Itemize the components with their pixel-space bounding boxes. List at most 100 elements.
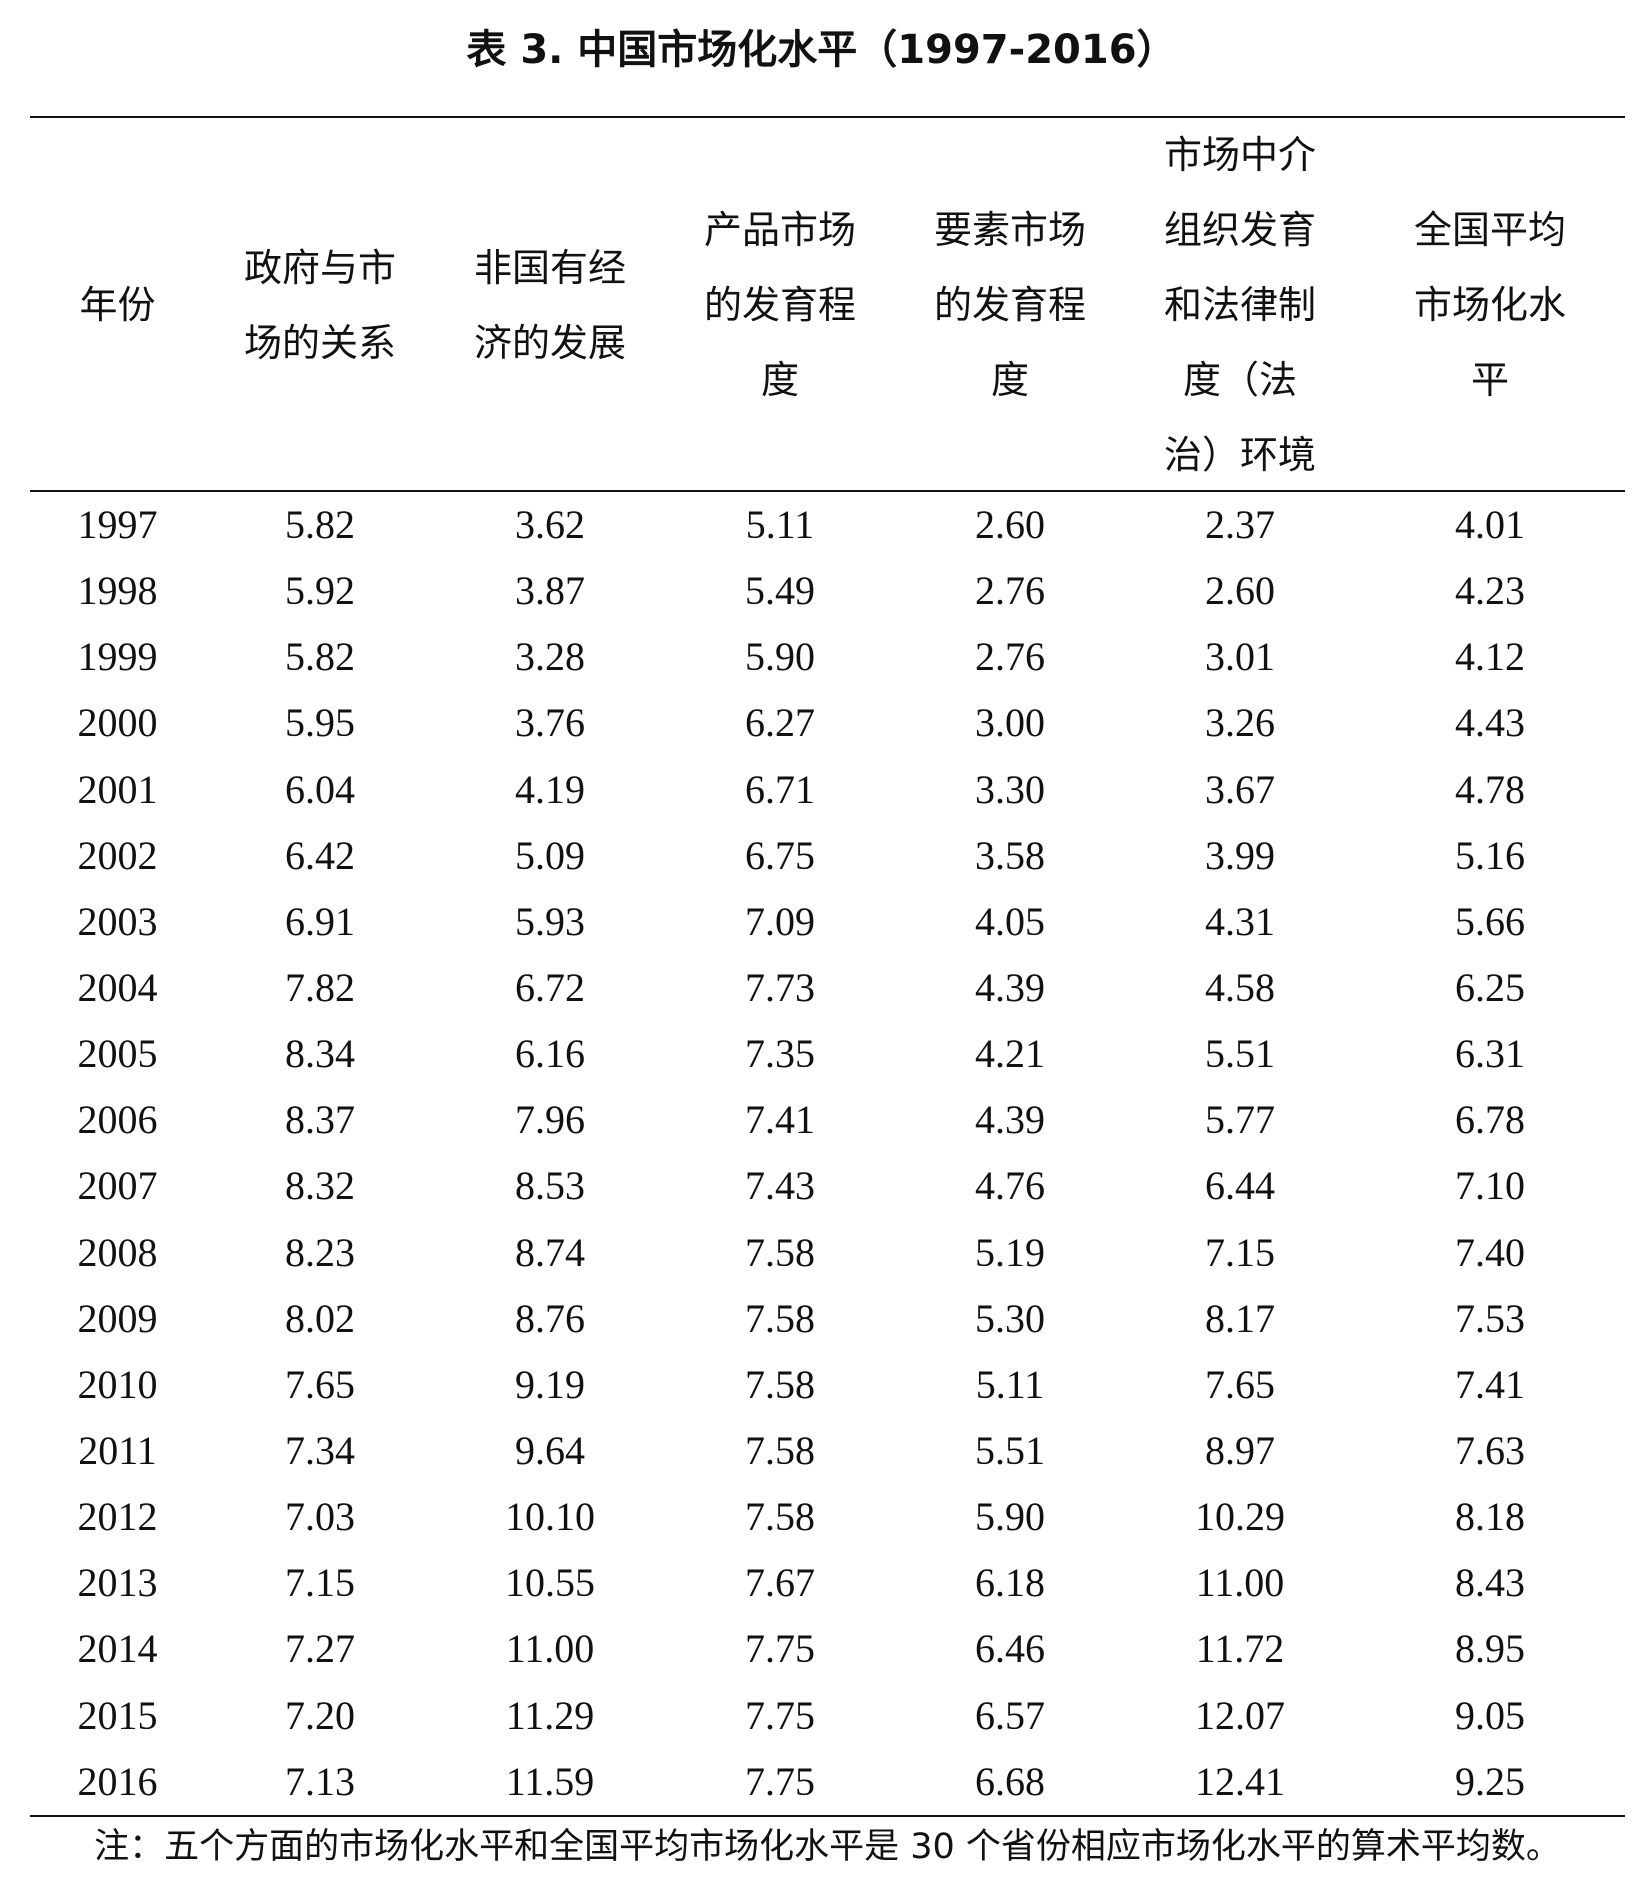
table-row: 2008 8.23 8.74 7.58 5.19 7.15 7.40 (30, 1220, 1625, 1286)
cell-national-average: 7.53 (1455, 1295, 1525, 1341)
cell-government-market: 8.23 (285, 1229, 355, 1275)
cell-factor-market: 3.58 (975, 832, 1045, 878)
cell-government-market: 8.34 (285, 1031, 355, 1077)
table-row: 2001 6.04 4.19 6.71 3.30 3.67 4.78 (30, 757, 1625, 823)
cell-intermediary-legal: 2.37 (1205, 502, 1275, 548)
cell-year: 2000 (77, 700, 158, 746)
cell-factor-market: 2.76 (975, 634, 1045, 680)
table-row: 1997 5.82 3.62 5.11 2.60 2.37 4.01 (30, 492, 1625, 558)
cell-government-market: 7.34 (285, 1428, 355, 1474)
cell-intermediary-legal: 6.44 (1205, 1163, 1275, 1209)
cell-factor-market: 5.90 (975, 1494, 1045, 1540)
cell-factor-market: 3.00 (975, 700, 1045, 746)
header-cell-factor-market: 要素市场 的发育程 度 (933, 208, 1086, 402)
cell-non-state-economy: 8.76 (515, 1295, 585, 1341)
cell-non-state-economy: 3.28 (515, 634, 585, 680)
cell-factor-market: 4.21 (975, 1031, 1045, 1077)
cell-product-market: 7.58 (745, 1494, 815, 1540)
header-rule (30, 490, 1625, 492)
cell-national-average: 8.18 (1455, 1494, 1525, 1540)
cell-government-market: 7.82 (285, 965, 355, 1011)
cell-intermediary-legal: 12.07 (1195, 1692, 1285, 1738)
cell-national-average: 6.25 (1455, 965, 1525, 1011)
cell-national-average: 8.43 (1455, 1560, 1525, 1606)
cell-non-state-economy: 11.29 (505, 1692, 595, 1738)
cell-factor-market: 5.11 (975, 1361, 1045, 1407)
cell-intermediary-legal: 11.72 (1195, 1626, 1285, 1672)
table-row: 2014 7.27 11.00 7.75 6.46 11.72 8.95 (30, 1616, 1625, 1682)
cell-factor-market: 4.05 (975, 898, 1045, 944)
cell-intermediary-legal: 12.41 (1195, 1758, 1285, 1804)
cell-government-market: 7.13 (285, 1758, 355, 1804)
cell-national-average: 8.95 (1455, 1626, 1525, 1672)
cell-intermediary-legal: 2.60 (1205, 568, 1275, 614)
cell-factor-market: 5.19 (975, 1229, 1045, 1275)
cell-year: 2005 (77, 1031, 158, 1077)
cell-national-average: 4.01 (1455, 502, 1525, 548)
cell-intermediary-legal: 4.58 (1205, 965, 1275, 1011)
cell-government-market: 6.42 (285, 832, 355, 878)
cell-non-state-economy: 4.19 (515, 766, 585, 812)
cell-national-average: 9.05 (1455, 1692, 1525, 1738)
cell-intermediary-legal: 3.67 (1205, 766, 1275, 812)
cell-non-state-economy: 9.19 (515, 1361, 585, 1407)
table-row: 2011 7.34 9.64 7.58 5.51 8.97 7.63 (30, 1418, 1625, 1484)
cell-factor-market: 4.76 (975, 1163, 1045, 1209)
header-cell-government-market: 政府与市 场的关系 (243, 245, 396, 365)
cell-non-state-economy: 7.96 (515, 1097, 585, 1143)
cell-non-state-economy: 3.87 (515, 568, 585, 614)
cell-government-market: 7.03 (285, 1494, 355, 1540)
cell-government-market: 5.95 (285, 700, 355, 746)
header-cell-product-market: 产品市场 的发育程 度 (703, 208, 856, 402)
table-row: 2006 8.37 7.96 7.41 4.39 5.77 6.78 (30, 1087, 1625, 1153)
cell-national-average: 7.41 (1455, 1361, 1525, 1407)
cell-factor-market: 4.39 (975, 1097, 1045, 1143)
cell-intermediary-legal: 7.65 (1205, 1361, 1275, 1407)
cell-national-average: 4.78 (1455, 766, 1525, 812)
table-row: 2012 7.03 10.10 7.58 5.90 10.29 8.18 (30, 1484, 1625, 1550)
cell-year: 1998 (77, 568, 158, 614)
cell-non-state-economy: 8.74 (515, 1229, 585, 1275)
cell-intermediary-legal: 11.00 (1195, 1560, 1285, 1606)
cell-government-market: 5.82 (285, 502, 355, 548)
cell-intermediary-legal: 5.51 (1205, 1031, 1275, 1077)
cell-non-state-economy: 6.16 (515, 1031, 585, 1077)
cell-national-average: 7.40 (1455, 1229, 1525, 1275)
cell-product-market: 7.09 (745, 898, 815, 944)
cell-product-market: 7.58 (745, 1361, 815, 1407)
table-row: 2016 7.13 11.59 7.75 6.68 12.41 9.25 (30, 1749, 1625, 1815)
cell-year: 2009 (77, 1295, 158, 1341)
table-row: 2009 8.02 8.76 7.58 5.30 8.17 7.53 (30, 1286, 1625, 1352)
cell-factor-market: 5.30 (975, 1295, 1045, 1341)
cell-national-average: 5.16 (1455, 832, 1525, 878)
cell-product-market: 7.58 (745, 1295, 815, 1341)
cell-year: 1997 (77, 502, 158, 548)
cell-intermediary-legal: 4.31 (1205, 898, 1275, 944)
cell-government-market: 7.20 (285, 1692, 355, 1738)
cell-factor-market: 6.57 (975, 1692, 1045, 1738)
cell-product-market: 7.75 (745, 1758, 815, 1804)
cell-non-state-economy: 3.76 (515, 700, 585, 746)
cell-year: 2003 (77, 898, 158, 944)
cell-non-state-economy: 9.64 (515, 1428, 585, 1474)
cell-year: 2002 (77, 832, 158, 878)
bottom-rule (30, 1815, 1625, 1817)
cell-national-average: 6.78 (1455, 1097, 1525, 1143)
table-header: 年份 政府与市 场的关系 非国有经 济的发展 产品市场 的发育程 度 要素市场 … (30, 118, 1625, 493)
header-cell-intermediary-legal: 市场中介 组织发育 和法律制 度（法 治）环境 (1163, 133, 1316, 477)
cell-product-market: 6.71 (745, 766, 815, 812)
cell-intermediary-legal: 7.15 (1205, 1229, 1275, 1275)
cell-product-market: 5.90 (745, 634, 815, 680)
table-row: 2004 7.82 6.72 7.73 4.39 4.58 6.25 (30, 955, 1625, 1021)
table-row: 1998 5.92 3.87 5.49 2.76 2.60 4.23 (30, 558, 1625, 624)
cell-year: 2001 (77, 766, 158, 812)
cell-intermediary-legal: 8.97 (1205, 1428, 1275, 1474)
cell-year: 2004 (77, 965, 158, 1011)
cell-factor-market: 6.68 (975, 1758, 1045, 1804)
cell-year: 2008 (77, 1229, 158, 1275)
cell-national-average: 4.12 (1455, 634, 1525, 680)
cell-government-market: 6.91 (285, 898, 355, 944)
cell-non-state-economy: 5.93 (515, 898, 585, 944)
cell-government-market: 8.37 (285, 1097, 355, 1143)
table-row: 2015 7.20 11.29 7.75 6.57 12.07 9.05 (30, 1683, 1625, 1749)
